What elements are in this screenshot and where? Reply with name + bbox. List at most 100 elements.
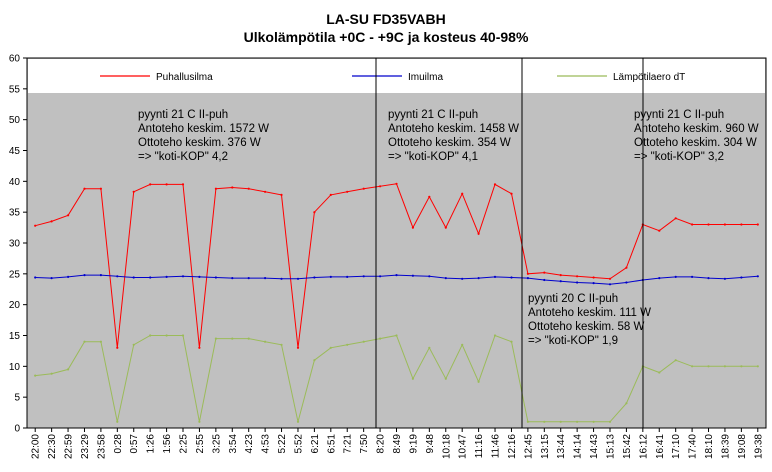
y-tick-label: 20 <box>9 300 21 311</box>
series-2-point <box>395 274 398 277</box>
series-3-point <box>723 365 727 368</box>
x-tick-label: 0:57 <box>129 434 140 454</box>
series-1-point <box>493 183 497 186</box>
series-2-point <box>444 277 447 280</box>
series-3-point <box>83 340 86 343</box>
annotation-1-line-4: => "koti-KOP" 4,2 <box>138 151 228 163</box>
series-2-point <box>181 275 185 278</box>
x-tick-label: 11:46 <box>491 434 502 459</box>
series-3-point <box>395 334 398 337</box>
series-3-point <box>674 359 677 362</box>
x-tick-label: 15:13 <box>605 434 616 459</box>
series-1-point <box>132 190 135 193</box>
series-1-point <box>608 277 612 280</box>
series-2-point <box>83 274 86 277</box>
series-3-point <box>444 377 447 380</box>
series-2-point <box>296 277 300 280</box>
x-tick-label: 11:16 <box>474 434 485 459</box>
series-3-point <box>116 420 119 423</box>
series-2-point <box>559 280 562 283</box>
series-2-point <box>329 275 332 278</box>
x-tick-label: 8:20 <box>376 434 387 454</box>
series-3-point <box>493 334 497 337</box>
series-2-point <box>247 277 250 280</box>
annotation-4-line-3: Ottoteho keskim. 58 W <box>528 321 644 333</box>
series-1-point <box>198 346 201 349</box>
series-2-point <box>50 277 53 280</box>
x-tick-label: 19:08 <box>737 434 748 459</box>
legend-label-2: Imuilma <box>408 72 443 83</box>
x-tick-label: 7:21 <box>343 434 354 454</box>
x-tick-label: 2:25 <box>179 434 190 454</box>
series-2-point <box>116 275 119 278</box>
series-1-point <box>691 223 694 226</box>
series-3-point <box>461 343 464 346</box>
x-tick-label: 4:53 <box>261 434 272 454</box>
x-tick-label: 14:43 <box>589 434 600 459</box>
series-2-point <box>576 281 579 284</box>
chart-title: LA-SU FD35VABH <box>326 11 446 27</box>
legend: Puhallusilma Imuilma Lämpötilaero dT <box>100 72 685 83</box>
x-tick-label: 12:16 <box>507 434 518 459</box>
series-3-point <box>346 343 349 346</box>
series-1-point <box>99 187 102 190</box>
x-tick-label: 19:38 <box>753 434 764 459</box>
series-1-point <box>149 183 152 186</box>
series-2-point <box>280 277 283 280</box>
legend-label-3: Lämpötilaero dT <box>613 72 685 83</box>
series-2-point <box>346 275 349 278</box>
series-1-point <box>247 187 250 190</box>
series-1-point <box>592 276 595 279</box>
y-tick-label: 35 <box>9 208 21 219</box>
x-tick-label: 3:54 <box>228 434 239 454</box>
series-3-point <box>247 337 250 340</box>
y-tick-label: 55 <box>9 84 21 95</box>
y-tick-label: 40 <box>9 177 21 188</box>
x-tick-label: 22:00 <box>31 434 42 459</box>
series-2-point <box>740 276 743 279</box>
series-2-point <box>264 277 267 280</box>
series-3-point <box>740 365 743 368</box>
series-1-point <box>477 232 480 235</box>
x-tick-label: 12:45 <box>523 434 534 459</box>
y-tick-label: 15 <box>9 331 21 342</box>
series-2-point <box>132 276 135 279</box>
x-tick-label: 22:59 <box>64 434 75 459</box>
y-tick-label: 0 <box>14 424 20 435</box>
series-3-point <box>576 420 579 423</box>
series-1-point <box>543 271 546 274</box>
x-tick-label: 9:19 <box>408 434 419 454</box>
series-1-point <box>346 190 349 193</box>
series-3-point <box>526 420 530 423</box>
series-3-point <box>411 377 414 380</box>
chart-subtitle: Ulkolämpötila +0C - +9C ja kosteus 40-98… <box>244 29 529 45</box>
annotation-2-line-2: Antoteho keskim. 1458 W <box>388 123 519 135</box>
series-1-point <box>658 229 661 232</box>
x-tick-label: 10:47 <box>458 434 469 459</box>
series-1-point <box>83 187 86 190</box>
series-1-point <box>181 183 185 186</box>
series-1-point <box>165 183 168 186</box>
x-tick-label: 3:25 <box>211 434 222 454</box>
series-1-point <box>214 187 217 190</box>
series-1-point <box>67 214 70 217</box>
series-3-point <box>34 374 37 377</box>
annotation-4-line-2: Antoteho keskim. 111 W <box>528 307 651 319</box>
series-2-point <box>313 276 316 279</box>
series-3-point <box>181 334 185 337</box>
series-3-point <box>329 346 332 349</box>
series-2-point <box>231 277 234 280</box>
series-3-point <box>149 334 152 337</box>
series-1-point <box>231 186 234 189</box>
x-tick-label: 13:15 <box>540 434 551 459</box>
x-tick-label: 17:40 <box>688 434 699 459</box>
x-tick-label: 23:58 <box>96 434 107 459</box>
x-tick-label: 6:51 <box>326 434 337 454</box>
series-1-point <box>576 275 579 278</box>
series-1-point <box>428 195 431 198</box>
x-tick-label: 8:49 <box>392 434 403 454</box>
x-tick-label: 18:39 <box>720 434 731 459</box>
series-2-point <box>526 277 530 280</box>
series-1-point <box>740 223 743 226</box>
series-2-point <box>411 274 414 277</box>
